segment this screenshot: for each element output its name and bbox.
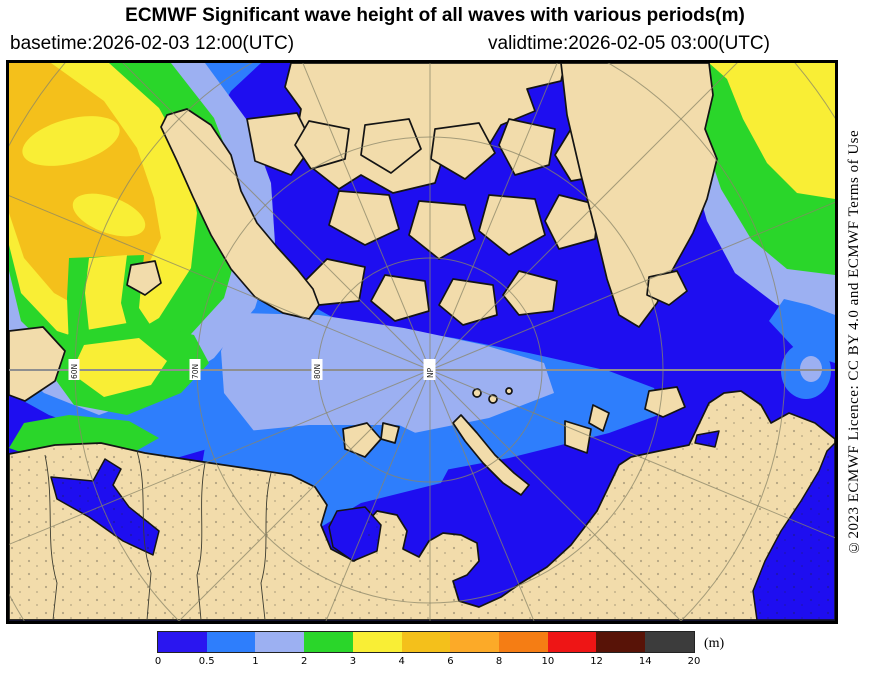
colorbar-tick-1: 1 xyxy=(252,656,259,667)
colorbar-segment-14-20 xyxy=(645,632,694,652)
basetime-label: basetime:2026-02-03 12:00(UTC) xyxy=(10,33,295,54)
colorbar-tick-0: 0 xyxy=(154,656,162,667)
colorbar-tick-10: 10 xyxy=(541,656,555,667)
land-archipelago-island xyxy=(478,194,546,256)
land-archipelago-island xyxy=(502,270,558,316)
arctic-map-frame: 60N 70N 80N NP xyxy=(6,60,838,624)
land-archipelago-island xyxy=(430,122,496,180)
land-archipelago-island xyxy=(328,190,400,246)
land-greenland xyxy=(160,108,320,320)
graticule-meridian xyxy=(9,195,431,371)
graticule-meridian xyxy=(429,369,682,621)
colorbar-tick-2: 2 xyxy=(301,656,308,667)
zone-iceland-3-4m xyxy=(71,338,167,397)
graticule-meridian xyxy=(429,63,738,371)
colorbar-unit: (m) xyxy=(704,636,725,651)
colorbar-tick-8: 8 xyxy=(495,656,503,667)
validtime-label: validtime:2026-02-05 03:00(UTC) xyxy=(488,33,770,54)
graticule-meridian xyxy=(302,63,431,371)
arctic-map: 60N 70N 80N NP xyxy=(9,63,835,621)
colorbar-segment-12-14 xyxy=(596,632,646,652)
colorbar-tick-14: 14 xyxy=(638,656,652,667)
copyright-vertical-text: ©2023 ECMWF Licence: CC BY 4.0 and ECMWF… xyxy=(846,129,862,555)
land-severnaya-zemlya xyxy=(588,404,610,432)
land-archipelago-island xyxy=(408,200,476,260)
graticule-label-80n: 80N xyxy=(311,359,323,380)
land-archipelago-island xyxy=(498,118,556,176)
colorbar-tick-3: 3 xyxy=(349,656,357,667)
colorbar-segment-2-3 xyxy=(304,632,353,652)
colorbar-tick-12: 12 xyxy=(590,656,603,667)
graticule-label-pole: NP xyxy=(423,359,436,380)
graticule-label-70n: 70N xyxy=(189,359,201,380)
svg-text:80N: 80N xyxy=(313,364,322,379)
colorbar-segment-3-4 xyxy=(352,632,402,652)
land-archipelago-island xyxy=(304,258,366,306)
svg-text:NP: NP xyxy=(426,367,435,378)
colorbar-segment-0.5-1 xyxy=(206,632,256,652)
graticule-meridian xyxy=(122,63,431,371)
graticule-meridian xyxy=(429,369,835,539)
colorbar-segment-10-12 xyxy=(547,632,597,652)
svg-text:60N: 60N xyxy=(70,364,79,379)
land-new-siberian xyxy=(644,386,686,418)
land-wrangel xyxy=(646,270,688,306)
colorbar-tick-20: 20 xyxy=(687,656,701,667)
graticule-meridian xyxy=(429,369,535,621)
colorbar-tick-0.5: 0.5 xyxy=(198,656,215,667)
sea-wave-zones xyxy=(9,63,835,614)
graticule-meridian xyxy=(429,201,835,371)
land-franz-josef xyxy=(505,387,513,395)
land-svalbard xyxy=(380,422,400,444)
colorbar-segment-0-0.5 xyxy=(158,632,207,652)
colorbar-bar xyxy=(157,631,695,653)
time-info-row: basetime:2026-02-03 12:00(UTC) validtime… xyxy=(0,33,870,57)
colorbar-segment-8-10 xyxy=(499,632,548,652)
land-archipelago-island xyxy=(360,118,422,174)
graticule-meridian xyxy=(429,63,558,371)
svg-text:70N: 70N xyxy=(191,364,200,379)
colorbar-segment-6-8 xyxy=(450,632,500,652)
colorbar-tick-6: 6 xyxy=(447,656,454,667)
colorbar: 0 0.5 1 2 3 4 6 8 10 12 14 20 (m) xyxy=(154,631,758,672)
land-terrain-speckle xyxy=(9,391,835,620)
colorbar-tick-4: 4 xyxy=(398,656,405,667)
colorbar-segment-1-2 xyxy=(255,632,305,652)
zone-bering-3-4m xyxy=(709,63,835,199)
page-title: ECMWF Significant wave height of all wav… xyxy=(125,5,745,26)
graticule-meridian xyxy=(325,369,431,621)
colorbar-ticks: 0 0.5 1 2 3 4 6 8 10 12 14 20 xyxy=(154,652,701,668)
land-svalbard xyxy=(342,422,382,458)
land-iceland xyxy=(9,326,66,402)
land-novaya-zemlya xyxy=(452,414,530,496)
land-greenland-coastal-islet xyxy=(126,260,162,296)
graticule-label-60n: 60N xyxy=(68,359,80,380)
colorbar-segment-4-6 xyxy=(401,632,451,652)
zone-spot-3-4m xyxy=(22,116,120,166)
graticule-meridian xyxy=(9,369,431,545)
land-ellesmere xyxy=(246,112,314,176)
graticule-meridian xyxy=(178,369,431,621)
graticule-labels: 60N 70N 80N NP xyxy=(68,359,436,380)
zone-spot-3-4m xyxy=(72,193,146,237)
